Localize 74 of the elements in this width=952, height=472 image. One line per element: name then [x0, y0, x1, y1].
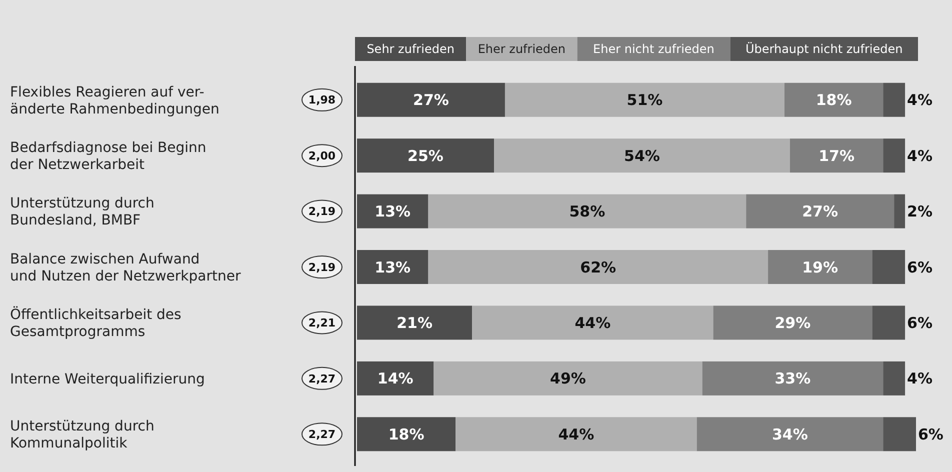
y-tick-label: Bedarfsdiagnose bei Beginn der Netzwerkarbeit: [10, 140, 206, 173]
y-tick-label: Unterstützung durch Kommunalpolitik: [10, 418, 154, 452]
bar: [357, 306, 472, 340]
bar: [746, 194, 894, 228]
bar: [883, 138, 906, 173]
bar: [434, 361, 702, 396]
text: Sehr zufrieden: [366, 42, 454, 56]
data-label: 14%: [377, 370, 414, 388]
data-label: 34%: [772, 425, 808, 444]
bar: [872, 306, 906, 340]
text: 2,19: [308, 205, 336, 218]
data-label: 27%: [413, 91, 449, 110]
bar: [357, 361, 434, 396]
data-label: 17%: [818, 146, 854, 165]
data-label: 51%: [626, 91, 663, 110]
bar: [702, 361, 884, 396]
text: 2,19: [308, 260, 336, 274]
text: 2,27: [308, 372, 336, 386]
data-label: 54%: [624, 146, 660, 165]
bar: [494, 138, 790, 173]
bar: [872, 250, 906, 284]
text: 2,21: [308, 316, 336, 330]
data-label: 58%: [569, 202, 606, 221]
data-label: 2%: [907, 202, 933, 221]
data-label: 6%: [907, 314, 933, 332]
text: 1,98: [308, 94, 336, 107]
data-label: 6%: [907, 258, 933, 276]
bar: [883, 417, 916, 452]
bar: [894, 194, 906, 228]
bar: [357, 82, 505, 117]
bar: [472, 306, 714, 340]
data-label: 18%: [816, 91, 852, 110]
text: Überhaupt nicht zufrieden: [745, 42, 903, 56]
bar: [696, 417, 884, 452]
data-label: 29%: [774, 314, 811, 332]
data-label: 25%: [408, 146, 444, 165]
y-tick-label: Balance zwischen Aufwand und Nutzen der Netzwerkpartner: [10, 251, 241, 284]
data-label: 33%: [774, 370, 811, 388]
bar: [428, 250, 768, 284]
data-label: 6%: [918, 425, 944, 444]
data-label: 13%: [374, 202, 411, 221]
text: 2,27: [308, 428, 336, 441]
bar: [357, 138, 494, 173]
data-label: 4%: [907, 146, 933, 165]
bar: [357, 194, 428, 228]
data-label: 4%: [907, 370, 933, 388]
bar: [428, 194, 746, 228]
bar: [357, 417, 456, 452]
bar: [504, 82, 784, 117]
text: Eher zufrieden: [478, 42, 566, 56]
data-label: 19%: [802, 258, 838, 276]
y-tick-label: Interne Weiterqualifizierung: [10, 371, 205, 388]
bar: [883, 361, 906, 396]
bar: [768, 250, 872, 284]
data-label: 27%: [802, 202, 838, 221]
bar: [883, 82, 906, 117]
data-label: 44%: [574, 314, 611, 332]
data-label: 44%: [558, 425, 594, 444]
y-tick-label: Unterstützung durch Bundesland, BMBF: [10, 196, 154, 229]
y-tick-label: Flexibles Reagieren auf ver- änderte Rahmenbedingungen: [10, 84, 220, 118]
text: 2,00: [308, 149, 336, 162]
data-label: 49%: [550, 370, 586, 388]
data-label: 4%: [907, 91, 933, 110]
bar: [784, 82, 884, 117]
y-tick-label: Öffentlichkeitsarbeit des Gesamtprogramms: [10, 306, 182, 340]
bar: [456, 417, 697, 452]
data-label: 18%: [388, 425, 424, 444]
bar: [713, 306, 872, 340]
data-label: 13%: [374, 258, 411, 276]
data-label: 62%: [580, 258, 616, 276]
text: Eher nicht zufrieden: [593, 42, 714, 56]
bar: [790, 138, 884, 173]
bar: [357, 250, 428, 284]
data-label: 21%: [396, 314, 432, 332]
